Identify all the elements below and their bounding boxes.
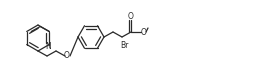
Text: O: O — [141, 28, 147, 36]
Text: Br: Br — [120, 40, 128, 50]
Text: O: O — [128, 11, 134, 20]
Text: N: N — [45, 42, 51, 51]
Text: O: O — [64, 52, 70, 61]
